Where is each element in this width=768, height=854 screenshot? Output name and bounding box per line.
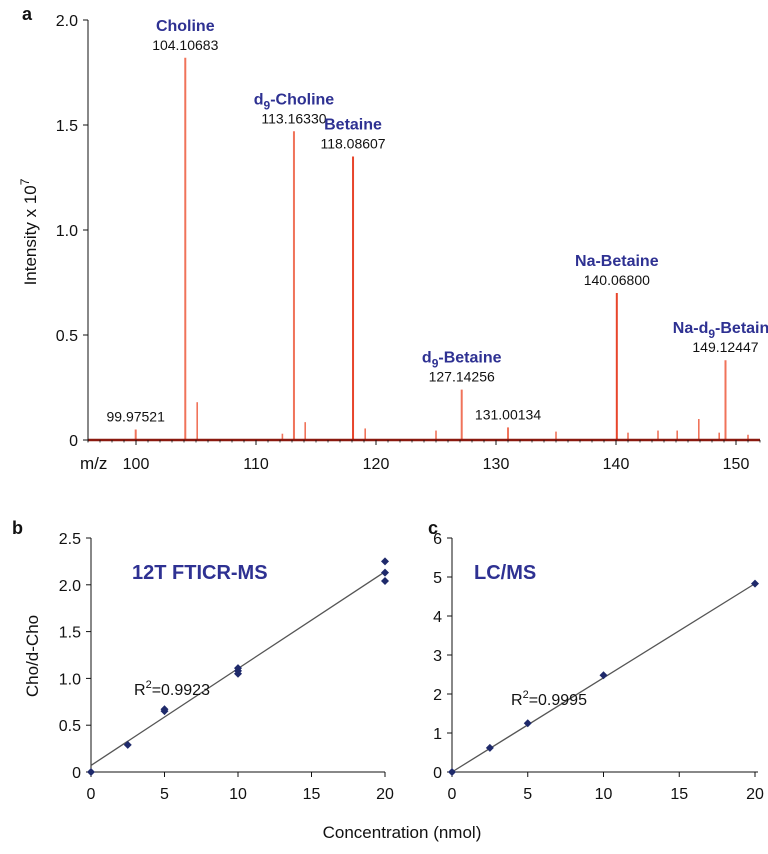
spectrum-peaks	[134, 57, 749, 440]
y-tick-label: 0.5	[59, 718, 81, 735]
y-tick-label: 4	[433, 609, 442, 626]
peak-mz-label: 104.10683	[152, 37, 218, 53]
peak-compound-label: d9-Choline	[254, 91, 335, 112]
x-tick-label: 0	[448, 786, 457, 803]
peak-mz-label: 127.14256	[429, 369, 495, 385]
data-point-marker	[485, 743, 494, 752]
panel-b-points	[87, 557, 389, 776]
y-tick-label: 1.0	[59, 671, 81, 688]
data-point-marker	[751, 579, 759, 588]
x-tick-label: 110	[243, 456, 269, 473]
x-tick-label: 100	[123, 456, 150, 473]
x-tick-label: 10	[229, 786, 247, 803]
peak-mz-label: 140.06800	[584, 272, 650, 288]
panel-a-y-axis-label: Intensity x 107	[18, 178, 40, 285]
x-tick-label: 15	[670, 786, 688, 803]
x-tick-label: 120	[363, 456, 390, 473]
y-tick-label: 1	[433, 726, 442, 743]
y-tick-label: 1.5	[59, 625, 81, 642]
y-tick-label: 2.5	[59, 531, 81, 548]
peak-mz-label: 113.16330	[261, 110, 326, 126]
peak-mz-label: 118.08607	[320, 136, 385, 152]
x-tick-label: 130	[483, 456, 510, 473]
panel-c: c 0 1 2 3 4 5 6 0 5 10 15 20 LC/MS R2=0.9995	[428, 518, 764, 803]
panel-a-x-prefix: m/z	[80, 454, 107, 473]
panel-a: a 99.97521 104.10683 Choline 113.16330d9-Ch…	[18, 4, 768, 473]
peak-mz-label: 131.00134	[475, 406, 541, 422]
x-tick-label: 20	[746, 786, 764, 803]
y-tick-label: 5	[433, 570, 442, 587]
panel-b: b 00.51.01.52.02.50 5 10 15 20 12T FTICR-MS …	[12, 518, 394, 803]
data-point-marker	[448, 768, 456, 776]
peak-compound-label: Na-Betaine	[575, 253, 659, 270]
x-tick-label: 10	[595, 786, 613, 803]
y-tick-label: 2.0	[59, 578, 81, 595]
peak-compound-label: Betaine	[324, 117, 382, 134]
data-point-marker	[123, 740, 132, 749]
shared-x-axis-label: Concentration (nmol)	[323, 823, 482, 842]
y-tick-label: 2.0	[56, 13, 78, 30]
panel-b-r2: R2=0.9923	[134, 679, 210, 699]
data-point-marker	[234, 664, 242, 673]
y-tick-label: 0.5	[56, 328, 78, 345]
data-point-marker	[87, 768, 95, 776]
x-tick-label: 5	[523, 786, 532, 803]
panel-b-title: 12T FTICR-MS	[132, 562, 268, 584]
peak-mz-label: 99.97521	[106, 409, 165, 425]
panel-b-ticks: 0 0.5 1.0 1.5 2.0 2.5 0 5 10 15 20	[59, 531, 394, 803]
panel-c-points	[448, 579, 759, 776]
data-point-marker	[523, 719, 532, 728]
panel-a-y-ticks: 0 0.5 1.0 1.5 2.0	[56, 13, 88, 450]
data-point-marker	[381, 577, 389, 586]
panel-a-x-ticks: 100 110 120 130 140 150	[87, 440, 761, 473]
panel-b-y-axis-label: Cho/d-Cho	[23, 615, 42, 697]
data-point-marker	[599, 671, 608, 680]
x-tick-label: 140	[603, 456, 630, 473]
y-tick-label: 0	[433, 765, 442, 782]
x-tick-label: 20	[376, 786, 394, 803]
x-tick-label: 150	[723, 456, 750, 473]
peak-compound-label: Na-d9-Betaine	[673, 320, 768, 341]
panel-b-label: b	[12, 518, 23, 538]
data-point-marker	[381, 568, 389, 577]
data-point-marker	[381, 557, 389, 566]
y-tick-label: 0	[72, 765, 81, 782]
x-tick-label: 5	[160, 786, 169, 803]
y-tick-label: 1.5	[56, 118, 78, 135]
panel-c-label: c	[428, 518, 438, 538]
panel-c-title: LC/MS	[474, 562, 536, 584]
peak-labels: 99.97521 104.10683 Choline 113.16330d9-Chol…	[106, 18, 768, 425]
y-tick-label: 2	[433, 687, 442, 704]
panel-c-r2: R2=0.9995	[511, 689, 587, 709]
y-tick-label: 6	[433, 531, 442, 548]
y-tick-label: 0	[69, 433, 78, 450]
peak-compound-label: d9-Betaine	[422, 350, 502, 371]
panel-c-ticks: 0 1 2 3 4 5 6 0 5 10 15 20	[433, 531, 764, 803]
panel-a-label: a	[22, 4, 33, 24]
data-point-marker	[160, 705, 169, 714]
y-tick-label: 3	[433, 648, 442, 665]
peak-compound-label: Choline	[156, 18, 215, 35]
x-tick-label: 15	[303, 786, 321, 803]
y-tick-label: 1.0	[56, 223, 78, 240]
peak-mz-label: 149.12447	[692, 339, 758, 355]
x-tick-label: 0	[87, 786, 96, 803]
